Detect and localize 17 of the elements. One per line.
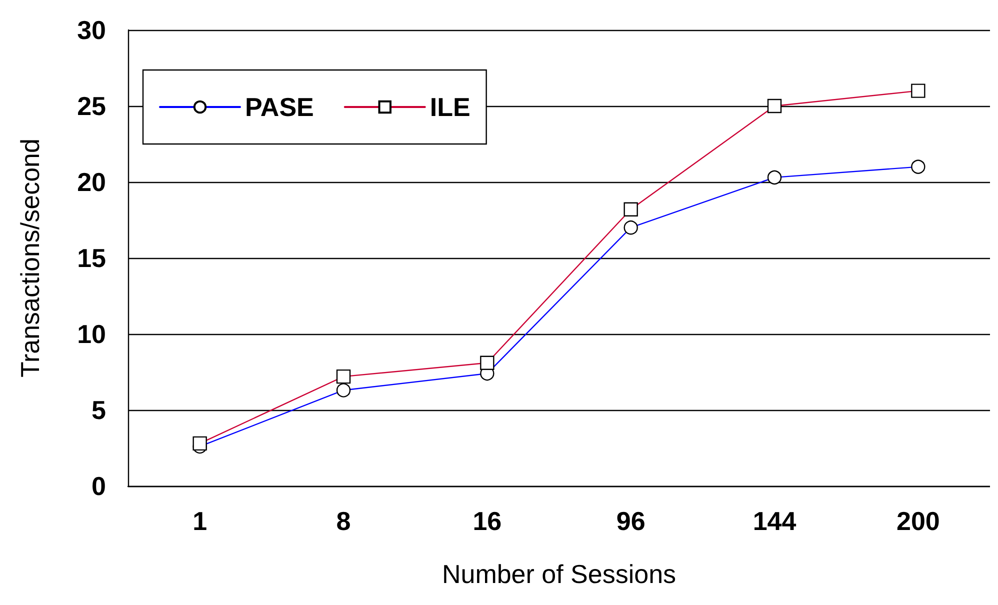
x-tick-label: 1 [192, 506, 208, 536]
y-tick-label: 30 [77, 15, 106, 45]
y-tick-label: 10 [77, 319, 106, 349]
y-tick-label: 25 [77, 91, 106, 121]
legend-label: ILE [430, 92, 470, 122]
y-tick-label: 5 [92, 395, 106, 425]
y-axis-title: Transactions/second [15, 138, 45, 378]
x-tick-label: 144 [752, 506, 797, 536]
y-tick-label: 20 [77, 167, 106, 197]
x-tick-label: 200 [896, 506, 940, 536]
x-axis-title: Number of Sessions [442, 559, 676, 589]
y-tick-label: 15 [77, 243, 106, 273]
x-tick-label: 96 [616, 506, 646, 536]
y-tick-label: 0 [92, 471, 106, 501]
x-tick-label: 16 [472, 506, 502, 536]
legend-label: PASE [245, 92, 314, 122]
x-tick-label: 8 [336, 506, 351, 536]
